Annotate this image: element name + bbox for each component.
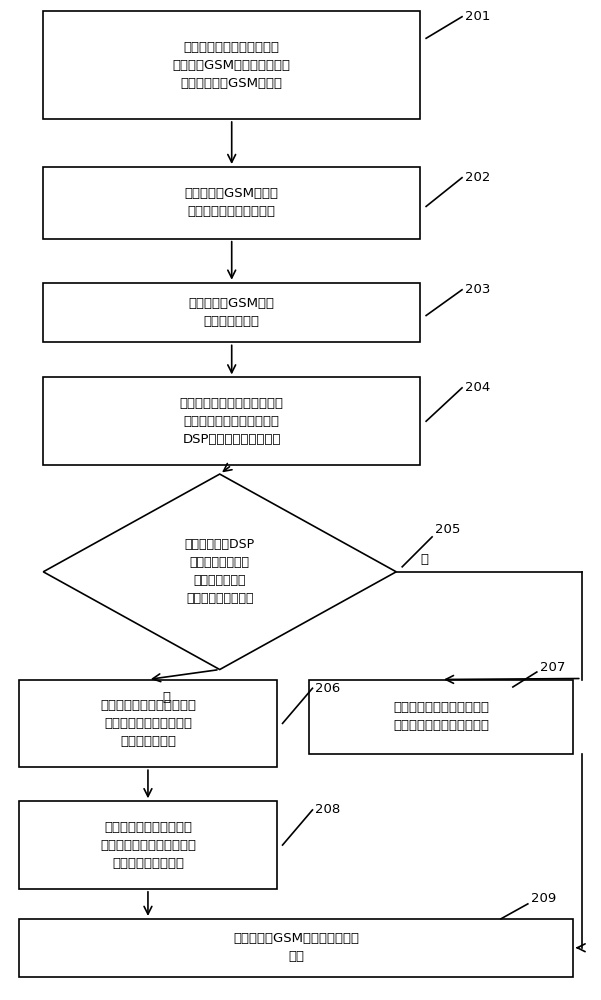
Text: 209: 209 (531, 892, 556, 905)
Text: 用户终端根据DSP
处理结果判断第一
信号的信号强度
是否不高于设定阈值: 用户终端根据DSP 处理结果判断第一 信号的信号强度 是否不高于设定阈值 (185, 538, 255, 605)
Text: 否: 否 (420, 553, 428, 566)
Text: 201: 201 (465, 10, 490, 23)
FancyBboxPatch shape (19, 919, 573, 977)
Text: 205: 205 (435, 523, 460, 536)
Text: 用户终端在GSM系统中
完成自动注册，建立连接: 用户终端在GSM系统中 完成自动注册，建立连接 (185, 187, 279, 218)
Text: 208: 208 (316, 803, 341, 816)
FancyBboxPatch shape (43, 283, 420, 342)
FancyBboxPatch shape (19, 801, 276, 889)
Text: 204: 204 (465, 381, 490, 394)
Text: 用户终端不开启分集天线，
使用主集天线继续接收信号: 用户终端不开启分集天线， 使用主集天线继续接收信号 (393, 701, 489, 732)
Polygon shape (43, 474, 396, 670)
FancyBboxPatch shape (43, 11, 420, 119)
Text: 用户终端在GSM系统
下进行信号接收: 用户终端在GSM系统 下进行信号接收 (189, 297, 275, 328)
FancyBboxPatch shape (310, 680, 573, 754)
Text: 用户终端通过主集天线在预设
频段接收第一信号，并通过
DSP对第一信号进行处理: 用户终端通过主集天线在预设 频段接收第一信号，并通过 DSP对第一信号进行处理 (180, 397, 284, 446)
FancyBboxPatch shape (19, 680, 276, 767)
Text: 是: 是 (162, 691, 170, 704)
Text: 206: 206 (316, 682, 341, 695)
Text: 用户终端在GSM系统下完成信号
接收: 用户终端在GSM系统下完成信号 接收 (233, 932, 359, 963)
Text: 用户终端开机后自检，检测
到周边有GSM系统信号覆盖，
并确定工作在GSM系统中: 用户终端开机后自检，检测 到周边有GSM系统信号覆盖， 并确定工作在GSM系统中 (172, 41, 291, 90)
Text: 203: 203 (465, 283, 490, 296)
FancyBboxPatch shape (43, 377, 420, 465)
Text: 用户终端对主集接收信号
和分集接收信号进行合并，
获得完整的接收信号: 用户终端对主集接收信号 和分集接收信号进行合并， 获得完整的接收信号 (100, 821, 196, 870)
Text: 用户终端开启分集天线，在
接收第一信号的预设频段
上接收第二信号: 用户终端开启分集天线，在 接收第一信号的预设频段 上接收第二信号 (100, 699, 196, 748)
Text: 207: 207 (540, 661, 565, 674)
Text: 202: 202 (465, 171, 490, 184)
FancyBboxPatch shape (43, 167, 420, 239)
